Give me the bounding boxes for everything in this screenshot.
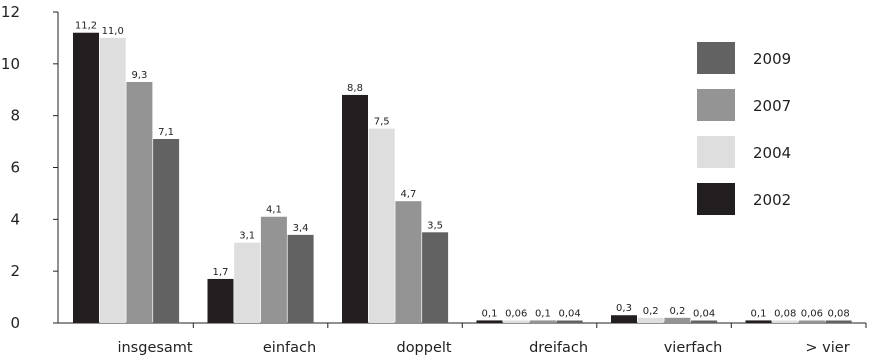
- bar-2002-0: [73, 32, 99, 323]
- bars: 11,2 11,0 9,3 7,1 1,7 3,1 4,1 3,4 8,8 7,5 4,7 3,5 0,…: [73, 21, 852, 324]
- bar-2004-5: [772, 320, 799, 323]
- bar-2002-3: [476, 320, 503, 323]
- bar-2002-4: [611, 315, 637, 323]
- legend-label-2004: 2004: [753, 144, 791, 162]
- data-label: 9,3: [131, 70, 147, 81]
- data-label: 0,1: [535, 308, 551, 319]
- bar-2004-4: [637, 317, 664, 323]
- bar-2002-5: [745, 320, 772, 323]
- legend-swatch-2009: [697, 42, 735, 74]
- data-label: 0,04: [558, 309, 580, 320]
- data-label: 3,5: [427, 220, 443, 231]
- bar-2004-3: [503, 320, 530, 323]
- y-axis: 0 2 4 6 8 10 12: [1, 3, 59, 332]
- legend-swatch-2007: [697, 89, 735, 121]
- data-label: 0,3: [616, 303, 632, 314]
- x-axis: insgesamt einfach doppelt dreifach vierfach >…: [58, 322, 867, 356]
- data-label: 3,1: [239, 231, 255, 242]
- x-category-label: doppelt: [396, 340, 451, 356]
- bar-2004-1: [234, 242, 261, 323]
- bar-2007-0: [126, 81, 153, 323]
- y-tick-label: 6: [10, 159, 20, 177]
- bar-2004-0: [99, 37, 126, 324]
- bar-2007-4: [664, 317, 691, 323]
- bar-2009-1: [287, 234, 314, 323]
- data-label: 0,1: [751, 308, 767, 319]
- bar-2004-2: [368, 128, 395, 323]
- y-tick-label: 4: [10, 210, 20, 228]
- bar-2007-2: [395, 201, 422, 323]
- data-label: 11,2: [75, 21, 97, 32]
- data-label: 3,4: [293, 223, 309, 234]
- data-label: 7,1: [158, 127, 174, 138]
- bar-2002-1: [207, 278, 234, 323]
- y-tick-label: 12: [1, 3, 20, 21]
- legend-label-2002: 2002: [753, 191, 791, 209]
- data-label: 0,2: [643, 306, 659, 317]
- bar-2009-2: [422, 232, 449, 323]
- y-tick-label: 2: [10, 262, 20, 280]
- x-category-label: dreifach: [529, 340, 588, 356]
- legend-swatch-2004: [697, 136, 735, 168]
- data-label: 0,04: [693, 309, 715, 320]
- data-label: 0,1: [482, 308, 498, 319]
- data-label: 1,7: [213, 267, 229, 278]
- x-category-label: vierfach: [664, 340, 723, 356]
- legend-label-2009: 2009: [753, 50, 791, 68]
- data-label: 4,7: [400, 189, 416, 200]
- x-category-label: insgesamt: [117, 340, 192, 356]
- bar-2002-2: [342, 94, 368, 323]
- bar-2007-3: [529, 320, 556, 323]
- bar-2009-0: [153, 138, 180, 323]
- data-label: 0,06: [801, 309, 823, 320]
- data-label: 0,06: [505, 309, 527, 320]
- legend-swatch-2002: [697, 183, 735, 215]
- data-label: 0,2: [669, 306, 685, 317]
- x-category-label: einfach: [263, 340, 316, 356]
- bar-2007-1: [260, 216, 287, 323]
- legend: 2009 2007 2004 2002: [697, 42, 791, 215]
- data-label: 8,8: [347, 83, 363, 94]
- y-tick-label: 8: [10, 107, 20, 125]
- data-label: 11,0: [102, 26, 124, 37]
- y-tick-label: 10: [1, 55, 20, 73]
- bar-2009-3: [556, 320, 583, 323]
- bar-2007-5: [798, 320, 825, 323]
- legend-label-2007: 2007: [753, 97, 791, 115]
- data-label: 0,08: [774, 309, 796, 320]
- data-label: 7,5: [374, 117, 390, 128]
- y-tick-label: 0: [10, 314, 20, 332]
- bar-2009-5: [825, 320, 852, 323]
- x-category-label: > vier: [805, 340, 849, 356]
- data-label: 0,08: [827, 309, 849, 320]
- bar-2009-4: [691, 320, 718, 323]
- data-label: 4,1: [266, 205, 282, 216]
